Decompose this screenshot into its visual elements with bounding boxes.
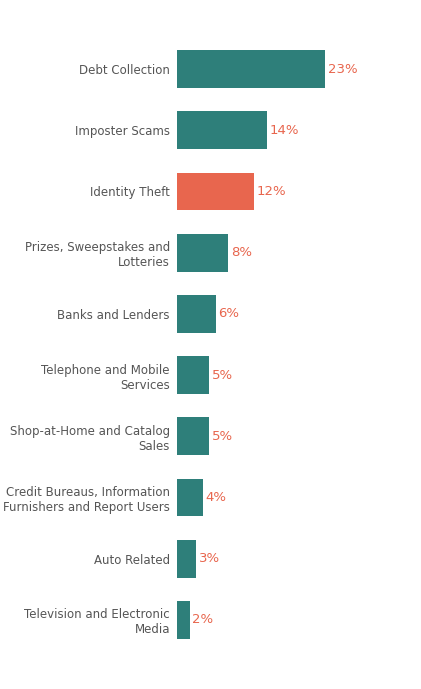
Text: 4%: 4%	[205, 491, 226, 504]
Bar	[177, 539, 196, 577]
Bar	[177, 356, 209, 394]
Bar	[177, 172, 254, 210]
Text: 12%: 12%	[257, 185, 287, 198]
Text: 5%: 5%	[212, 430, 233, 443]
Text: 3%: 3%	[199, 552, 220, 565]
Text: 5%: 5%	[212, 369, 233, 382]
Bar	[177, 234, 229, 271]
Bar	[177, 295, 216, 333]
Text: 23%: 23%	[328, 63, 357, 76]
Bar	[177, 418, 209, 455]
Bar	[177, 479, 203, 517]
Text: 6%: 6%	[218, 307, 239, 320]
Text: 14%: 14%	[270, 124, 299, 137]
Bar	[177, 112, 267, 150]
Text: 2%: 2%	[192, 613, 213, 626]
Bar	[177, 601, 190, 639]
Text: 8%: 8%	[231, 246, 252, 259]
Bar	[177, 50, 325, 88]
